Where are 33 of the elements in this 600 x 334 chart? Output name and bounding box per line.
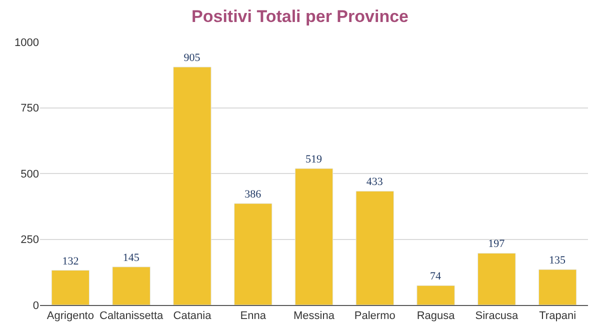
x-tick-label: Enna [240, 310, 267, 322]
data-label: 519 [306, 154, 322, 166]
x-tick-label: Palermo [354, 310, 396, 322]
data-label: 197 [488, 238, 506, 250]
bar [356, 190, 394, 305]
data-label: 74 [430, 270, 442, 283]
y-tick-label: 250 [20, 234, 39, 246]
bar [112, 266, 150, 305]
data-label: 135 [549, 254, 566, 266]
y-tick-label: 0 [32, 300, 39, 312]
y-tick-label: 500 [20, 168, 39, 180]
x-tick-label: Agrigento [46, 310, 94, 322]
x-tick-label: Trapani [539, 310, 576, 322]
bar [478, 252, 516, 305]
bar [416, 285, 455, 305]
bar [294, 168, 334, 305]
chart-title: Positivi Totali per Province [192, 6, 408, 26]
data-label: 433 [366, 176, 384, 188]
x-tick-label: Catania [173, 310, 212, 322]
y-tick-label: 1000 [14, 36, 39, 49]
x-tick-label: Caltanissetta [100, 310, 164, 322]
x-tick-label: Siracusa [475, 310, 519, 322]
bar [173, 66, 212, 305]
data-label: 145 [122, 252, 140, 264]
data-label: 132 [62, 255, 79, 268]
bar [234, 203, 272, 305]
bar [51, 270, 90, 305]
x-tick-label: Ragusa [416, 310, 456, 322]
y-tick-label: 750 [20, 102, 39, 115]
x-tick-label: Messina [294, 310, 336, 322]
bar [538, 269, 577, 305]
data-label: 905 [184, 52, 201, 64]
data-label: 386 [244, 188, 262, 200]
